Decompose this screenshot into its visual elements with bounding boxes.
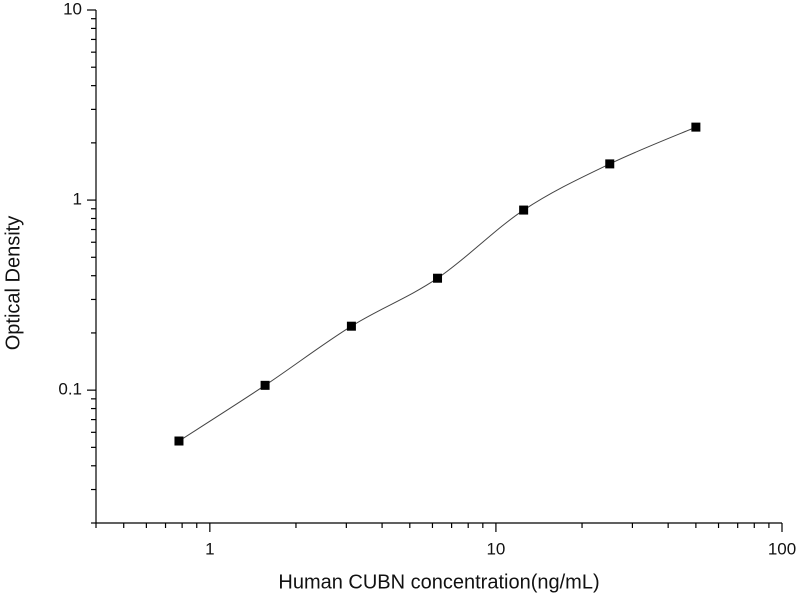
fit-curve xyxy=(178,126,697,442)
y-tick-label: 0.1 xyxy=(58,380,82,399)
data-point xyxy=(433,273,443,283)
data-point xyxy=(519,205,529,215)
x-tick-label: 10 xyxy=(486,539,505,558)
y-axis-title: Optical Density xyxy=(2,216,24,351)
data-point xyxy=(691,122,701,132)
x-tick-label: 1 xyxy=(205,539,214,558)
data-point xyxy=(260,380,270,390)
data-point xyxy=(346,321,356,331)
y-tick-label: 1 xyxy=(73,190,82,209)
x-axis-title: Human CUBN concentration(ng/mL) xyxy=(278,571,599,593)
data-point xyxy=(174,436,184,446)
y-tick-label: 10 xyxy=(63,0,82,18)
data-point xyxy=(605,159,615,169)
x-tick-label: 100 xyxy=(768,539,796,558)
